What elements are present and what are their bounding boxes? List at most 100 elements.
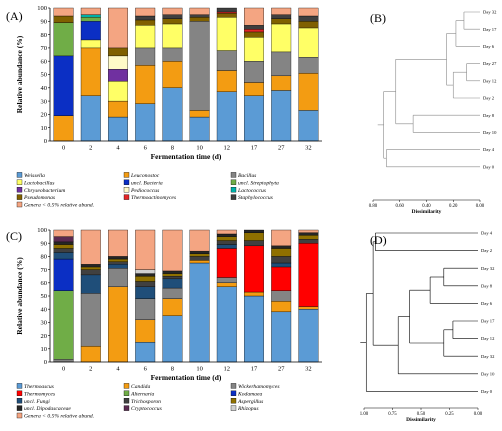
bar-segment [53, 236, 74, 243]
bar-segment [135, 7, 156, 17]
y-tick-label: 90 [41, 19, 48, 26]
bar-segment [216, 11, 237, 14]
y-tick-label: 30 [41, 98, 48, 105]
leaf-label: Day 32 [483, 10, 497, 15]
bar-segment [108, 258, 128, 262]
bar-segment [80, 264, 101, 268]
y-tick-label: 10 [41, 125, 48, 132]
bar-segment [53, 248, 74, 253]
bar-segment [108, 256, 128, 260]
x-tick-label: 0 [62, 366, 65, 373]
bar-segment [216, 286, 237, 363]
bar-segment [216, 17, 237, 51]
x-tick-label: 4 [116, 145, 120, 152]
y-axis-title: Relative abundance (%) [15, 35, 24, 113]
bar-segment [135, 19, 156, 26]
bar-segment [216, 248, 237, 278]
dissimilarity-tick-label: 0.50 [417, 412, 426, 417]
bar-segment [298, 235, 319, 240]
bar-segment [244, 31, 264, 38]
bar-segment [271, 262, 292, 268]
legend-entry: uncl. Dipodascaceae [24, 406, 71, 412]
bar-segment [271, 245, 292, 249]
bar-segment [162, 14, 183, 19]
x-tick-label: 10 [196, 366, 203, 373]
bar-segment [135, 25, 156, 49]
leaf-label: Day 2 [481, 248, 493, 253]
x-tick-label: 12 [224, 366, 231, 373]
bar-segment [216, 91, 237, 142]
legend-entry: uncl. Streptophyta [238, 180, 279, 186]
panel-c-bar-chart: (C) 0 2 4 6 8 10 12 17 27 32 0 10 20 30 40 50 60 70 80 90 100… [6, 227, 322, 420]
leaf-label: Day 6 [483, 44, 495, 49]
bar-segment [135, 276, 156, 282]
legend-entry: Kodamaea [237, 391, 262, 397]
bar-segment [244, 95, 264, 142]
dissimilarity-tick-label: 1.00 [360, 412, 369, 417]
legend-entry: Chryseobacterium [24, 188, 65, 194]
bar-segment [135, 103, 156, 142]
legend-entry: Genera < 0.5% relative abund. [24, 414, 94, 420]
bar-segment [53, 258, 74, 291]
bar-segment [162, 298, 183, 316]
legend-swatch [230, 179, 237, 185]
bar-segment [53, 252, 74, 260]
x-tick-label: 6 [144, 145, 148, 152]
legend-swatch [16, 383, 23, 389]
x-tick-label: 4 [116, 366, 120, 373]
bar-segment [298, 15, 319, 22]
bar-segment [216, 50, 237, 71]
x-tick-label: 17 [251, 145, 258, 152]
bar-segment [108, 229, 128, 257]
bar-segment [216, 7, 237, 13]
leaf-label: Day 8 [483, 113, 495, 118]
x-tick-label: 27 [278, 145, 285, 152]
bar-segment [53, 7, 74, 17]
bar-segment [298, 232, 319, 236]
bar-segment [244, 7, 264, 26]
bar-segment [162, 18, 183, 25]
bar-segment [135, 319, 156, 343]
bar-segment [108, 264, 128, 269]
bar-segment [216, 233, 237, 237]
legend-swatch [230, 405, 237, 411]
dissimilarity-tick-label: 0.40 [422, 204, 431, 209]
bar-segment [108, 268, 128, 287]
bar-segment [80, 229, 101, 265]
legend-entry: Thermoactinomyces [131, 195, 176, 201]
legend-entry: Bacillus [238, 173, 256, 179]
leaf-label: Day 10 [481, 371, 495, 376]
bar-segment [162, 273, 183, 277]
bar-segment [216, 13, 237, 18]
bar-segment [135, 65, 156, 104]
bar-segment [189, 262, 210, 363]
bar-segment [271, 229, 292, 247]
legend-swatch [123, 194, 130, 200]
legend-swatch [230, 383, 237, 389]
bar-segment [216, 70, 237, 92]
bar-segment [80, 269, 101, 276]
bar-segment [244, 240, 264, 247]
y-tick-label: 40 [41, 85, 48, 92]
x-tick-label: 32 [305, 145, 312, 152]
bar-segment [108, 69, 128, 82]
legend-swatch [123, 187, 130, 193]
x-tick-label: 27 [278, 366, 285, 373]
leaf-label: Day 4 [481, 231, 493, 236]
panel-letter: (B) [370, 11, 386, 25]
legend-entry: Candida [131, 384, 150, 390]
legend-swatch [16, 172, 23, 178]
bar-segment [80, 95, 101, 142]
bar-segment [53, 241, 74, 245]
legend-swatch [123, 390, 130, 396]
bar-segment [244, 25, 264, 30]
bar-segment [298, 229, 319, 233]
bar-segment [80, 14, 101, 18]
x-axis-title: Fermentation time (d) [151, 152, 222, 161]
x-tick-label: 12 [224, 145, 231, 152]
bar-segment [162, 276, 183, 280]
bar-segment [53, 115, 74, 142]
dissimilarity-axis-title: Dissimilarity [406, 417, 436, 423]
panel-letter: (C) [6, 229, 22, 243]
bar-segment [271, 301, 292, 313]
